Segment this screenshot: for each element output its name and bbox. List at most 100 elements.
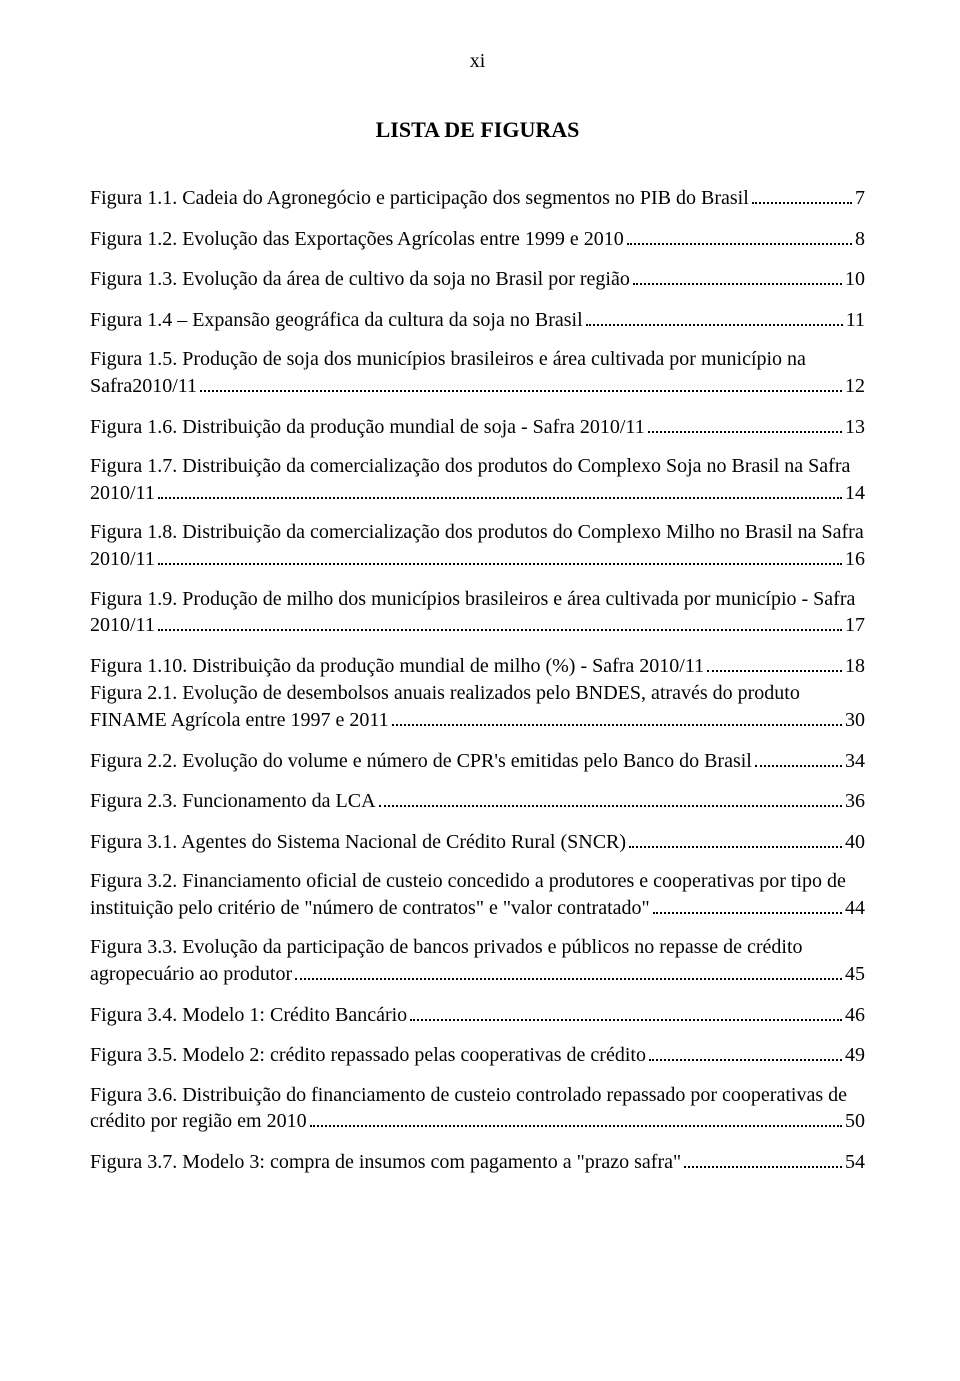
entry-leader-row: crédito por região em 2010 50 bbox=[90, 1108, 865, 1135]
entry-text-preline: Figura 1.5. Produção de soja dos municíp… bbox=[90, 347, 865, 373]
entry-leader-row: Figura 3.4. Modelo 1: Crédito Bancário 4… bbox=[90, 1002, 865, 1029]
leader-dots bbox=[379, 788, 842, 807]
figure-list: Figura 1.1. Cadeia do Agronegócio e part… bbox=[90, 185, 865, 1176]
entry-leader-row: 2010/11 16 bbox=[90, 546, 865, 573]
entry-text-lastline: Figura 1.2. Evolução das Exportações Agr… bbox=[90, 227, 624, 253]
figure-entry: Figura 2.1. Evolução de desembolsos anua… bbox=[90, 681, 865, 733]
entry-text-preline: Figura 3.2. Financiamento oficial de cus… bbox=[90, 869, 865, 895]
entry-text-lastline: Figura 2.3. Funcionamento da LCA bbox=[90, 789, 376, 815]
entry-leader-row: Figura 1.10. Distribuição da produção mu… bbox=[90, 653, 865, 680]
page-number: xi bbox=[90, 50, 865, 73]
entry-page-number: 12 bbox=[845, 374, 865, 400]
entry-page-number: 8 bbox=[855, 227, 865, 253]
leader-dots bbox=[633, 266, 842, 285]
entry-text-lastline: Figura 2.2. Evolução do volume e número … bbox=[90, 749, 752, 775]
leader-dots bbox=[752, 185, 852, 204]
figure-entry: Figura 3.7. Modelo 3: compra de insumos … bbox=[90, 1149, 865, 1176]
entry-page-number: 11 bbox=[846, 308, 865, 334]
entry-page-number: 17 bbox=[845, 613, 865, 639]
leader-dots bbox=[586, 307, 843, 326]
entry-leader-row: 2010/11 14 bbox=[90, 480, 865, 507]
entry-text-preline: Figura 3.6. Distribuição do financiament… bbox=[90, 1083, 865, 1109]
leader-dots bbox=[649, 1042, 842, 1061]
figure-entry: Figura 1.7. Distribuição da comercializa… bbox=[90, 454, 865, 506]
entry-page-number: 34 bbox=[845, 749, 865, 775]
entry-leader-row: Figura 1.2. Evolução das Exportações Agr… bbox=[90, 226, 865, 253]
entry-text-lastline: Figura 1.3. Evolução da área de cultivo … bbox=[90, 267, 630, 293]
entry-page-number: 50 bbox=[845, 1109, 865, 1135]
entry-page-number: 40 bbox=[845, 830, 865, 856]
entry-text-preline: Figura 3.3. Evolução da participação de … bbox=[90, 935, 865, 961]
figure-entry: Figura 1.3. Evolução da área de cultivo … bbox=[90, 266, 865, 293]
entry-page-number: 30 bbox=[845, 708, 865, 734]
leader-dots bbox=[158, 546, 842, 565]
entry-leader-row: Safra2010/11 12 bbox=[90, 373, 865, 400]
figure-entry: Figura 2.3. Funcionamento da LCA 36 bbox=[90, 788, 865, 815]
entry-page-number: 54 bbox=[845, 1150, 865, 1176]
entry-page-number: 49 bbox=[845, 1043, 865, 1069]
entry-text-preline: Figura 1.9. Produção de milho dos municí… bbox=[90, 587, 865, 613]
figure-entry: Figura 1.8. Distribuição da comercializa… bbox=[90, 520, 865, 572]
entry-text-lastline: crédito por região em 2010 bbox=[90, 1109, 307, 1135]
entry-text-lastline: Safra2010/11 bbox=[90, 374, 197, 400]
entry-page-number: 10 bbox=[845, 267, 865, 293]
entry-text-lastline: 2010/11 bbox=[90, 481, 155, 507]
entry-leader-row: Figura 1.6. Distribuição da produção mun… bbox=[90, 414, 865, 441]
entry-page-number: 7 bbox=[855, 186, 865, 212]
entry-text-lastline: agropecuário ao produtor bbox=[90, 962, 292, 988]
figure-entry: Figura 1.4 – Expansão geográfica da cult… bbox=[90, 307, 865, 334]
entry-leader-row: Figura 2.2. Evolução do volume e número … bbox=[90, 748, 865, 775]
entry-text-lastline: Figura 3.4. Modelo 1: Crédito Bancário bbox=[90, 1003, 407, 1029]
entry-text-preline: Figura 1.7. Distribuição da comercializa… bbox=[90, 454, 865, 480]
entry-text-lastline: Figura 1.6. Distribuição da produção mun… bbox=[90, 415, 645, 441]
entry-text-preline: Figura 1.8. Distribuição da comercializa… bbox=[90, 520, 865, 546]
entry-text-lastline: instituição pelo critério de "número de … bbox=[90, 896, 650, 922]
leader-dots bbox=[310, 1108, 842, 1127]
entry-leader-row: Figura 1.1. Cadeia do Agronegócio e part… bbox=[90, 185, 865, 212]
entry-leader-row: Figura 3.1. Agentes do Sistema Nacional … bbox=[90, 829, 865, 856]
entry-leader-row: Figura 3.5. Modelo 2: crédito repassado … bbox=[90, 1042, 865, 1069]
document-page: xi LISTA DE FIGURAS Figura 1.1. Cadeia d… bbox=[0, 0, 960, 1250]
leader-dots bbox=[755, 748, 842, 767]
figure-entry: Figura 3.4. Modelo 1: Crédito Bancário 4… bbox=[90, 1002, 865, 1029]
entry-page-number: 36 bbox=[845, 789, 865, 815]
leader-dots bbox=[158, 480, 842, 499]
entry-leader-row: Figura 2.3. Funcionamento da LCA 36 bbox=[90, 788, 865, 815]
entry-text-lastline: 2010/11 bbox=[90, 613, 155, 639]
entry-text-preline: Figura 2.1. Evolução de desembolsos anua… bbox=[90, 681, 865, 707]
entry-leader-row: instituição pelo critério de "número de … bbox=[90, 895, 865, 922]
entry-leader-row: Figura 1.3. Evolução da área de cultivo … bbox=[90, 266, 865, 293]
figure-entry: Figura 1.2. Evolução das Exportações Agr… bbox=[90, 226, 865, 253]
entry-page-number: 13 bbox=[845, 415, 865, 441]
entry-text-lastline: Figura 1.10. Distribuição da produção mu… bbox=[90, 654, 704, 680]
entry-page-number: 46 bbox=[845, 1003, 865, 1029]
entry-text-lastline: Figura 3.7. Modelo 3: compra de insumos … bbox=[90, 1150, 681, 1176]
entry-text-lastline: Figura 3.1. Agentes do Sistema Nacional … bbox=[90, 830, 626, 856]
figure-entry: Figura 1.5. Produção de soja dos municíp… bbox=[90, 347, 865, 399]
leader-dots bbox=[410, 1002, 842, 1021]
entry-leader-row: 2010/11 17 bbox=[90, 612, 865, 639]
figure-entry: Figura 3.1. Agentes do Sistema Nacional … bbox=[90, 829, 865, 856]
leader-dots bbox=[648, 414, 842, 433]
entry-page-number: 14 bbox=[845, 481, 865, 507]
leader-dots bbox=[707, 653, 842, 672]
entry-page-number: 45 bbox=[845, 962, 865, 988]
figure-entry: Figura 2.2. Evolução do volume e número … bbox=[90, 748, 865, 775]
figure-entry: Figura 1.10. Distribuição da produção mu… bbox=[90, 653, 865, 680]
leader-dots bbox=[629, 829, 842, 848]
leader-dots bbox=[200, 373, 842, 392]
entry-leader-row: Figura 3.7. Modelo 3: compra de insumos … bbox=[90, 1149, 865, 1176]
leader-dots bbox=[158, 612, 842, 631]
entry-page-number: 16 bbox=[845, 547, 865, 573]
figure-entry: Figura 3.6. Distribuição do financiament… bbox=[90, 1083, 865, 1135]
entry-text-lastline: Figura 3.5. Modelo 2: crédito repassado … bbox=[90, 1043, 646, 1069]
entry-leader-row: FINAME Agrícola entre 1997 e 2011 30 bbox=[90, 707, 865, 734]
leader-dots bbox=[653, 895, 842, 914]
figure-entry: Figura 1.9. Produção de milho dos municí… bbox=[90, 587, 865, 639]
entry-text-lastline: Figura 1.4 – Expansão geográfica da cult… bbox=[90, 308, 583, 334]
leader-dots bbox=[295, 961, 842, 980]
entry-leader-row: Figura 1.4 – Expansão geográfica da cult… bbox=[90, 307, 865, 334]
entry-text-lastline: 2010/11 bbox=[90, 547, 155, 573]
entry-text-lastline: FINAME Agrícola entre 1997 e 2011 bbox=[90, 708, 389, 734]
figure-entry: Figura 3.5. Modelo 2: crédito repassado … bbox=[90, 1042, 865, 1069]
